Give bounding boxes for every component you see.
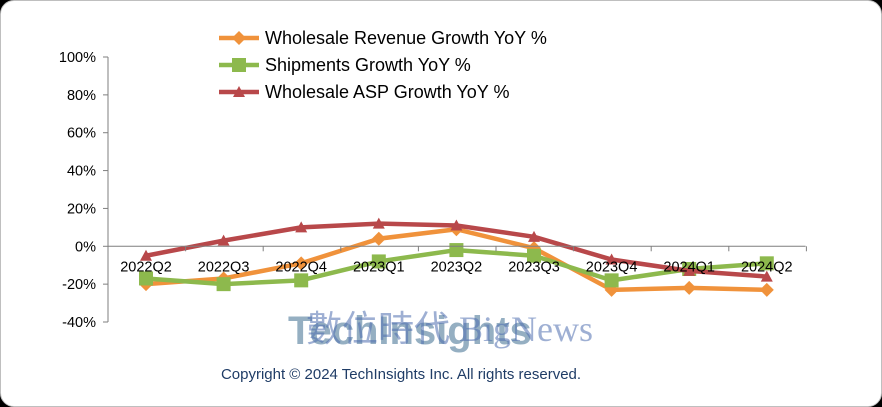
- y-tick-label: -20%: [62, 277, 96, 293]
- data-point: [140, 249, 152, 261]
- y-tick-label: 100%: [59, 50, 96, 66]
- data-point: [372, 217, 385, 229]
- y-tick-label: 0%: [75, 239, 96, 255]
- data-point: [139, 271, 153, 286]
- data-point: [528, 230, 540, 242]
- x-tick-label: 2022Q2: [120, 259, 172, 275]
- copyright-notice: Copyright © 2024 TechInsights Inc. All r…: [220, 366, 582, 383]
- data-point: [294, 256, 309, 271]
- watermark-brand: 數位時代 BigNews: [306, 309, 593, 349]
- legend-label: Wholesale Revenue Growth YoY %: [265, 28, 547, 48]
- legend-item: Shipments Growth YoY %: [219, 55, 471, 75]
- data-point: [759, 256, 774, 271]
- y-tick-label: 20%: [67, 201, 96, 217]
- data-point: [604, 273, 619, 288]
- watermark: TechInsights 數位時代 BigNews: [288, 309, 593, 353]
- data-point: [217, 234, 230, 246]
- legend-swatch-marker: [233, 86, 245, 97]
- series-3: [140, 217, 773, 282]
- data-point: [295, 221, 308, 233]
- x-tick-label: 2023Q2: [431, 259, 483, 275]
- data-point: [294, 273, 309, 288]
- data-point: [605, 253, 618, 265]
- data-point: [682, 280, 697, 295]
- legend-item: Wholesale ASP Growth YoY %: [219, 82, 510, 102]
- watermark-logo: TechInsights: [288, 309, 532, 353]
- x-tick-label: 2023Q3: [508, 259, 560, 275]
- data-point: [760, 270, 773, 282]
- y-tick-label: -40%: [62, 315, 96, 331]
- legend-swatch-marker: [232, 58, 246, 72]
- legend: Wholesale Revenue Growth YoY % Shipments …: [219, 28, 547, 102]
- x-tick-label: 2023Q4: [586, 259, 638, 275]
- y-tick-label: 40%: [67, 164, 96, 180]
- legend-label: Shipments Growth YoY %: [265, 55, 471, 75]
- data-point: [371, 231, 386, 246]
- series-2: [139, 243, 774, 292]
- x-axis: 2022Q2 2022Q3 2022Q4 2023Q1 2023Q2 2023Q3 2023…: [107, 245, 807, 275]
- data-point: [449, 243, 464, 258]
- data-point: [216, 277, 231, 292]
- series-layer: [139, 217, 774, 297]
- y-axis: 100% 80% 60% 40% 20% 0% -20% -40%: [59, 50, 109, 331]
- x-tick-label: 2023Q1: [353, 259, 405, 275]
- legend-label: Wholesale ASP Growth YoY %: [265, 82, 510, 102]
- y-tick-label: 80%: [67, 88, 96, 104]
- x-tick-label: 2024Q2: [741, 259, 793, 275]
- data-point: [683, 264, 696, 276]
- legend-item: Wholesale Revenue Growth YoY %: [219, 28, 547, 48]
- legend-swatch-marker: [232, 31, 246, 45]
- x-tick-label: 2022Q3: [198, 259, 250, 275]
- x-tick-label: 2022Q4: [275, 259, 327, 275]
- data-point: [759, 282, 774, 297]
- x-tick-label: 2024Q1: [663, 259, 715, 275]
- data-point: [450, 219, 463, 231]
- y-tick-label: 60%: [67, 126, 96, 142]
- data-point: [371, 254, 386, 269]
- data-point: [527, 248, 541, 263]
